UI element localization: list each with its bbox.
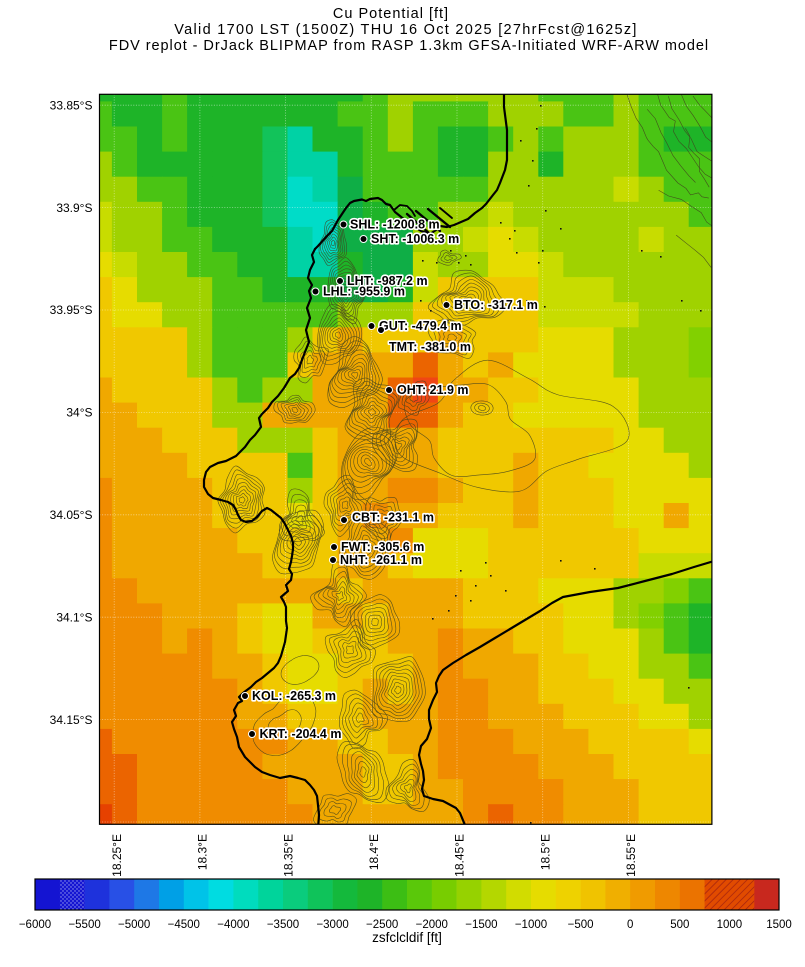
svg-text:GUT: -479.4 m: GUT: -479.4 m [379, 319, 462, 333]
svg-text:34.05°S: 34.05°S [50, 508, 93, 522]
svg-text:18.4°E: 18.4°E [367, 834, 381, 870]
svg-text:KOL: -265.3 m: KOL: -265.3 m [252, 689, 336, 703]
svg-text:LHL: -955.9 m: LHL: -955.9 m [323, 285, 405, 299]
svg-text:LHT: -987.2 m: LHT: -987.2 m [347, 274, 428, 288]
svg-text:zsfclcldif [ft]: zsfclcldif [ft] [372, 930, 442, 945]
svg-text:−6000: −6000 [19, 919, 51, 931]
svg-text:FWT: -305.6 m: FWT: -305.6 m [341, 540, 424, 554]
svg-text:33.95°S: 33.95°S [50, 303, 93, 317]
svg-text:SHT: -1006.3 m: SHT: -1006.3 m [371, 232, 459, 246]
svg-text:18.3°E: 18.3°E [196, 834, 210, 870]
svg-text:18.45°E: 18.45°E [453, 834, 467, 877]
svg-text:18.35°E: 18.35°E [281, 834, 295, 877]
svg-text:SHL: -1200.8 m: SHL: -1200.8 m [350, 218, 440, 232]
svg-text:−5000: −5000 [118, 919, 150, 931]
svg-text:−3000: −3000 [316, 919, 348, 931]
svg-text:18.55°E: 18.55°E [624, 834, 638, 877]
svg-text:0: 0 [627, 919, 633, 931]
svg-text:−5500: −5500 [68, 919, 100, 931]
svg-text:BTO: -317.1 m: BTO: -317.1 m [454, 298, 538, 312]
svg-text:−500: −500 [568, 919, 594, 931]
svg-text:18.25°E: 18.25°E [110, 834, 124, 877]
svg-text:−1500: −1500 [465, 919, 497, 931]
svg-text:−4500: −4500 [168, 919, 200, 931]
svg-text:34.1°S: 34.1°S [56, 610, 92, 624]
svg-text:18.5°E: 18.5°E [538, 834, 552, 870]
svg-text:NHT: -261.1 m: NHT: -261.1 m [340, 553, 422, 567]
svg-text:−2000: −2000 [416, 919, 448, 931]
svg-text:Cu Potential [ft]: Cu Potential [ft] [333, 6, 449, 22]
svg-text:500: 500 [670, 919, 689, 931]
svg-text:OHT: 21.9 m: OHT: 21.9 m [397, 383, 469, 397]
svg-text:Valid 1700 LST (1500Z) THU 16: Valid 1700 LST (1500Z) THU 16 Oct 2025 [… [174, 22, 637, 38]
svg-text:34.15°S: 34.15°S [50, 713, 93, 727]
svg-text:−2500: −2500 [366, 919, 398, 931]
svg-text:33.9°S: 33.9°S [56, 201, 92, 215]
svg-text:−4000: −4000 [217, 919, 249, 931]
svg-text:1500: 1500 [766, 919, 792, 931]
svg-text:CBT: -231.1 m: CBT: -231.1 m [352, 511, 434, 525]
svg-text:TMT: -381.0 m: TMT: -381.0 m [389, 340, 471, 354]
svg-text:34°S: 34°S [66, 406, 92, 420]
svg-text:−3500: −3500 [267, 919, 299, 931]
svg-text:KRT: -204.4 m: KRT: -204.4 m [260, 727, 342, 741]
svg-text:1000: 1000 [717, 919, 743, 931]
svg-text:FDV replot - DrJack BLIPMAP fr: FDV replot - DrJack BLIPMAP from RASP 1.… [109, 38, 709, 54]
svg-text:33.85°S: 33.85°S [50, 98, 93, 112]
svg-text:−1000: −1000 [515, 919, 547, 931]
